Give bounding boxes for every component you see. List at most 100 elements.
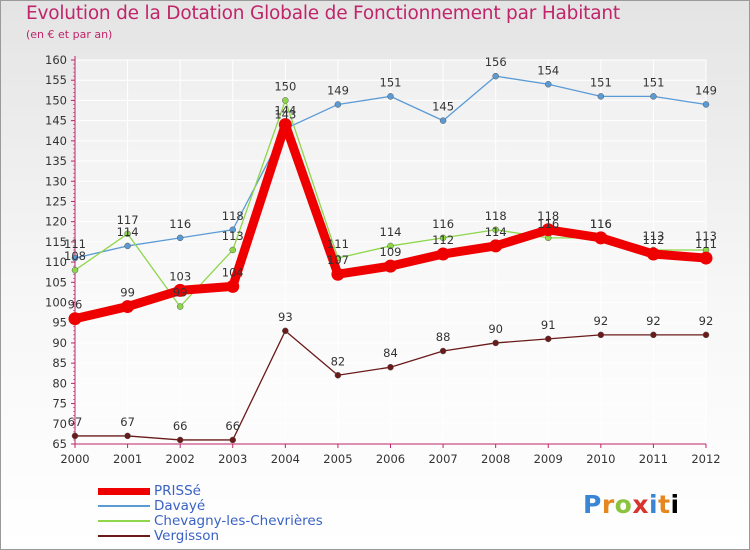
data-point (124, 230, 131, 238)
data-label: 113 (642, 229, 664, 243)
data-point (702, 331, 710, 339)
data-point (650, 331, 657, 339)
y-tick-label: 130 (45, 174, 67, 188)
logo-letter: x (632, 490, 649, 519)
data-label: 92 (646, 314, 661, 328)
data-label: 66 (173, 419, 188, 433)
y-tick-label: 80 (52, 376, 67, 390)
y-tick-label: 65 (52, 437, 67, 451)
x-tick-label: 2004 (271, 452, 300, 466)
logo-letter: t (658, 490, 671, 519)
data-label: 117 (117, 213, 139, 227)
logo-letter: i (649, 490, 659, 519)
data-point (387, 363, 394, 371)
data-point (594, 231, 608, 245)
data-label: 93 (278, 310, 293, 324)
y-tick-label: 120 (45, 215, 67, 229)
data-point (646, 247, 660, 261)
data-label: 118 (485, 209, 507, 223)
data-label: 116 (169, 217, 191, 231)
data-label: 108 (64, 249, 86, 263)
chart-title: Evolution de la Dotation Globale de Fonc… (26, 3, 620, 24)
data-point (439, 117, 447, 124)
data-point (124, 242, 131, 250)
data-point (545, 335, 552, 343)
data-point (71, 254, 79, 262)
data-label: 113 (695, 229, 717, 243)
data-point (597, 331, 605, 339)
y-tick-label: 70 (52, 417, 67, 431)
data-label: 151 (642, 75, 664, 89)
y-tick-label: 125 (45, 194, 67, 208)
data-label: 111 (327, 237, 349, 251)
y-tick-label: 115 (45, 235, 67, 249)
data-point (124, 432, 131, 440)
logo-letter: i (670, 490, 680, 519)
data-label: 114 (380, 225, 402, 239)
data-label: 88 (436, 330, 451, 344)
data-label: 111 (64, 237, 86, 251)
y-tick-label: 75 (52, 397, 67, 411)
x-tick-label: 2012 (691, 452, 720, 466)
data-point (68, 312, 82, 326)
data-label: 143 (274, 108, 296, 122)
data-point (436, 247, 450, 261)
data-point (387, 93, 394, 100)
series-3 (71, 327, 710, 444)
data-label: 116 (537, 217, 559, 231)
x-tick-label: 2001 (113, 452, 142, 466)
data-label: 103 (169, 269, 191, 283)
legend-label-davaye: Davayé (154, 498, 206, 514)
data-point (439, 347, 447, 355)
data-label: 114 (117, 225, 139, 239)
data-point (282, 97, 289, 104)
data-label: 96 (68, 298, 83, 312)
data-label: 151 (380, 75, 402, 89)
data-label: 112 (432, 233, 454, 247)
y-tick-label: 100 (45, 296, 67, 310)
data-point (331, 267, 345, 281)
data-point (121, 300, 135, 314)
legend-swatch-davaye (98, 505, 150, 507)
legend-swatch-prisse (98, 488, 150, 495)
data-label: 114 (485, 225, 507, 239)
y-tick-label: 150 (45, 93, 67, 107)
data-label: 107 (327, 253, 349, 267)
data-point (282, 327, 289, 335)
legend-swatch-vergisson (98, 535, 150, 537)
data-label: 149 (327, 83, 349, 97)
data-point (699, 251, 713, 265)
y-tick-label: 160 (45, 53, 67, 67)
data-point (334, 372, 342, 379)
data-label: 82 (331, 354, 346, 368)
data-label: 154 (537, 63, 559, 77)
data-point (278, 118, 292, 132)
x-tick-label: 2008 (481, 452, 510, 466)
data-point (541, 223, 555, 237)
data-label: 99 (120, 286, 135, 300)
data-point (71, 266, 79, 274)
data-point (229, 246, 236, 254)
series-0 (68, 118, 713, 326)
data-label: 112 (642, 233, 664, 247)
legend-swatch-chevagny (98, 520, 150, 522)
data-label: 149 (695, 83, 717, 97)
data-point (492, 72, 499, 80)
data-point (226, 279, 240, 293)
x-tick-label: 2005 (323, 452, 352, 466)
data-label: 116 (432, 217, 454, 231)
data-label: 116 (590, 217, 612, 231)
x-tick-label: 2009 (534, 452, 563, 466)
y-tick-label: 145 (45, 114, 67, 128)
data-label: 109 (380, 245, 402, 259)
y-tick-label: 135 (45, 154, 67, 168)
series-1 (71, 72, 710, 262)
legend-label-chevagny: Chevagny-les-Chevrières (154, 513, 323, 529)
data-label: 144 (274, 104, 296, 118)
data-label: 84 (383, 346, 398, 360)
data-label: 156 (485, 55, 507, 69)
x-tick-label: 2007 (428, 452, 457, 466)
data-point (650, 93, 657, 100)
data-label: 150 (274, 79, 296, 93)
